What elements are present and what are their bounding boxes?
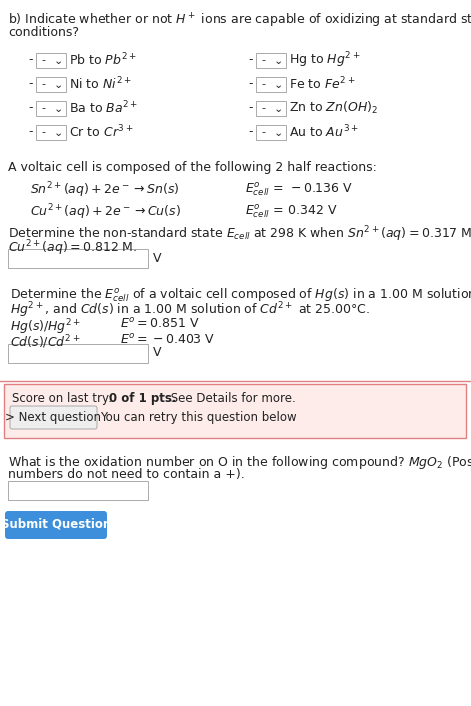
Text: -: -	[261, 55, 265, 65]
Text: Ba to $Ba^{2+}$: Ba to $Ba^{2+}$	[69, 100, 138, 116]
Text: -: -	[248, 54, 252, 66]
Text: Submit Question: Submit Question	[1, 517, 111, 530]
Text: $Cu^{2+}(aq) + 2e^- \rightarrow Cu(s)$: $Cu^{2+}(aq) + 2e^- \rightarrow Cu(s)$	[30, 202, 181, 222]
FancyBboxPatch shape	[36, 101, 66, 116]
Text: $Cd(s)/Cd^{2+}$: $Cd(s)/Cd^{2+}$	[10, 333, 81, 351]
Text: -: -	[41, 127, 45, 137]
Text: $E^o = -0.403$ V: $E^o = -0.403$ V	[120, 333, 215, 347]
FancyBboxPatch shape	[10, 406, 97, 429]
Text: See Details for more.: See Details for more.	[167, 392, 296, 405]
FancyBboxPatch shape	[5, 511, 107, 539]
Text: -: -	[28, 78, 32, 90]
Text: Determine the $E^o_{cell}$ of a voltaic cell composed of $Hg(s)$ in a 1.00 M sol: Determine the $E^o_{cell}$ of a voltaic …	[10, 286, 471, 304]
FancyBboxPatch shape	[4, 384, 466, 438]
Text: V: V	[153, 251, 162, 265]
Text: What is the oxidation number on O in the following compound? $MgO_2$ (Positive: What is the oxidation number on O in the…	[8, 454, 471, 471]
Text: ⌄: ⌄	[54, 56, 64, 66]
Text: ⌄: ⌄	[274, 80, 284, 90]
Text: $Hg^{2+}$, and $Cd(s)$ in a 1.00 M solution of $Cd^{2+}$ at 25.00°C.: $Hg^{2+}$, and $Cd(s)$ in a 1.00 M solut…	[10, 300, 370, 320]
FancyBboxPatch shape	[36, 125, 66, 140]
Text: -: -	[248, 126, 252, 138]
Text: -: -	[41, 103, 45, 113]
Text: ⌄: ⌄	[54, 80, 64, 90]
Text: ⌄: ⌄	[274, 56, 284, 66]
FancyBboxPatch shape	[256, 101, 286, 116]
Text: ⌄: ⌄	[274, 128, 284, 138]
Text: $E^o_{cell}\, = \,-0.136$ V: $E^o_{cell}\, = \,-0.136$ V	[245, 180, 353, 198]
Text: -: -	[261, 103, 265, 113]
Text: -: -	[28, 54, 32, 66]
Text: -: -	[248, 78, 252, 90]
Text: A voltaic cell is composed of the following 2 half reactions:: A voltaic cell is composed of the follow…	[8, 161, 377, 174]
FancyBboxPatch shape	[8, 249, 148, 268]
FancyBboxPatch shape	[8, 344, 148, 363]
Text: $E^o_{cell}\, = \,0.342$ V: $E^o_{cell}\, = \,0.342$ V	[245, 202, 338, 220]
Text: b) Indicate whether or not $H^+$ ions are capable of oxidizing at standard state: b) Indicate whether or not $H^+$ ions ar…	[8, 12, 471, 30]
Text: V: V	[153, 347, 162, 359]
Text: Pb to $Pb^{2+}$: Pb to $Pb^{2+}$	[69, 52, 137, 68]
Text: Determine the non-standard state $E_{cell}$ at 298 K when $Sn^{2+}(aq) = 0.317$ : Determine the non-standard state $E_{cel…	[8, 224, 471, 244]
Text: $Sn^{2+}(aq) + 2e^- \rightarrow Sn(s)$: $Sn^{2+}(aq) + 2e^- \rightarrow Sn(s)$	[30, 180, 179, 200]
Text: -: -	[28, 126, 32, 138]
Text: -: -	[261, 79, 265, 89]
Text: Hg to $Hg^{2+}$: Hg to $Hg^{2+}$	[289, 50, 360, 70]
FancyBboxPatch shape	[256, 125, 286, 140]
Text: Ni to $Ni^{2+}$: Ni to $Ni^{2+}$	[69, 76, 132, 92]
Text: -: -	[28, 102, 32, 114]
Text: -: -	[248, 102, 252, 114]
FancyBboxPatch shape	[8, 481, 148, 500]
Text: Fe to $Fe^{2+}$: Fe to $Fe^{2+}$	[289, 76, 356, 92]
FancyBboxPatch shape	[256, 53, 286, 68]
Text: ⌄: ⌄	[274, 104, 284, 114]
Text: -: -	[41, 55, 45, 65]
Text: You can retry this question below: You can retry this question below	[100, 410, 297, 424]
Text: Au to $Au^{3+}$: Au to $Au^{3+}$	[289, 124, 358, 140]
Text: Zn to $Zn(OH)_2$: Zn to $Zn(OH)_2$	[289, 100, 378, 116]
Text: -: -	[261, 127, 265, 137]
Text: -: -	[41, 79, 45, 89]
Text: 0 of 1 pts.: 0 of 1 pts.	[109, 392, 177, 405]
Text: $Cu^{2+}(aq) = 0.812$ M.: $Cu^{2+}(aq) = 0.812$ M.	[8, 238, 138, 258]
Text: $Hg(s)/Hg^{2+}$: $Hg(s)/Hg^{2+}$	[10, 317, 81, 337]
FancyBboxPatch shape	[36, 53, 66, 68]
Text: ⌄: ⌄	[54, 128, 64, 138]
FancyBboxPatch shape	[256, 77, 286, 92]
FancyBboxPatch shape	[36, 77, 66, 92]
Text: $E^o = 0.851$ V: $E^o = 0.851$ V	[120, 317, 200, 331]
Text: numbers do not need to contain a +).: numbers do not need to contain a +).	[8, 468, 245, 481]
Text: conditions?: conditions?	[8, 26, 79, 39]
Text: Cr to $Cr^{3+}$: Cr to $Cr^{3+}$	[69, 124, 134, 140]
Text: ⌄: ⌄	[54, 104, 64, 114]
Text: Score on last try:: Score on last try:	[12, 392, 116, 405]
Text: > Next question: > Next question	[5, 410, 101, 424]
